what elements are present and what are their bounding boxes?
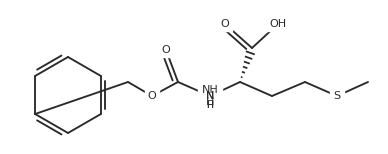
Text: OH: OH	[269, 19, 287, 29]
Text: OH: OH	[269, 19, 287, 29]
Text: H: H	[206, 101, 213, 109]
Text: O: O	[162, 45, 170, 55]
Text: H: H	[206, 101, 213, 109]
Polygon shape	[266, 17, 290, 31]
Polygon shape	[218, 17, 232, 31]
Text: O: O	[221, 19, 229, 29]
Text: O: O	[162, 45, 170, 55]
Text: O: O	[147, 91, 156, 101]
Text: N: N	[206, 91, 214, 101]
Text: NH
H: NH H	[202, 85, 218, 107]
Text: N: N	[206, 91, 214, 101]
Polygon shape	[159, 43, 173, 57]
Polygon shape	[145, 89, 159, 103]
Text: S: S	[333, 91, 341, 101]
Polygon shape	[330, 89, 344, 103]
Text: S: S	[333, 91, 341, 101]
Polygon shape	[198, 88, 222, 112]
Text: O: O	[147, 91, 156, 101]
Text: O: O	[221, 19, 229, 29]
